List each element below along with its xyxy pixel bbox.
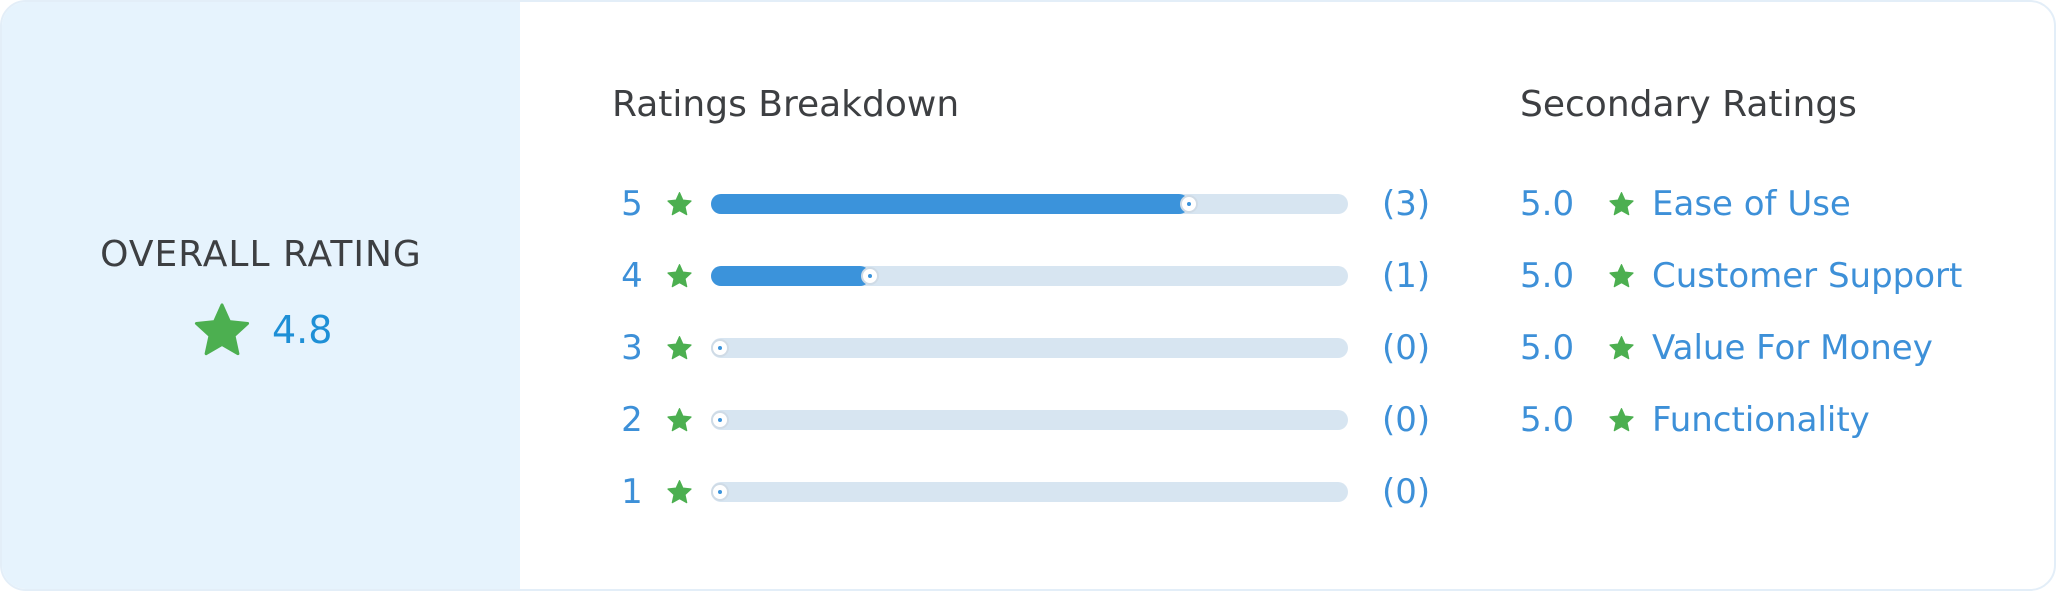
star-icon bbox=[667, 480, 692, 504]
star-icon bbox=[667, 408, 692, 432]
rating-count: (0) bbox=[1382, 472, 1431, 512]
star-icon bbox=[1609, 264, 1634, 288]
rating-count: (0) bbox=[1382, 400, 1431, 440]
secondary-rating-label: Ease of Use bbox=[1652, 184, 1851, 224]
overall-rating-title: OVERALL RATING bbox=[100, 234, 422, 275]
rating-bar-handle bbox=[711, 483, 729, 501]
star-level-label: 4 bbox=[621, 256, 643, 296]
star-icon bbox=[667, 264, 692, 288]
secondary-rating-label: Value For Money bbox=[1652, 328, 1933, 368]
rating-bar-handle bbox=[1180, 195, 1198, 213]
rating-bar-handle bbox=[711, 339, 729, 357]
star-icon bbox=[1609, 192, 1634, 216]
rating-bar-track bbox=[711, 410, 1348, 430]
rating-bar-track bbox=[711, 266, 1348, 286]
star-level-label: 3 bbox=[621, 328, 643, 368]
rating-count: (0) bbox=[1382, 328, 1431, 368]
secondary-rating-score: 5.0 bbox=[1520, 256, 1575, 296]
star-icon bbox=[667, 336, 692, 360]
rating-bar-track bbox=[711, 482, 1348, 502]
star-level-label: 5 bbox=[621, 184, 643, 224]
star-icon bbox=[667, 192, 692, 216]
secondary-rating-label: Functionality bbox=[1652, 400, 1870, 440]
rating-bar-handle bbox=[861, 267, 879, 285]
secondary-rating-label: Customer Support bbox=[1652, 256, 1963, 296]
star-level-label: 2 bbox=[621, 400, 643, 440]
star-icon bbox=[1609, 336, 1634, 360]
star-icon bbox=[1609, 408, 1634, 432]
secondary-rating-score: 5.0 bbox=[1520, 400, 1575, 440]
star-icon bbox=[194, 303, 250, 356]
overall-rating-value: 4.8 bbox=[272, 308, 333, 352]
overall-rating-panel: OVERALL RATING 4.8 bbox=[2, 2, 520, 589]
secondary-ratings-title: Secondary Ratings bbox=[1520, 84, 1857, 125]
rating-bar-fill bbox=[711, 194, 1189, 214]
secondary-rating-score: 5.0 bbox=[1520, 328, 1575, 368]
star-level-label: 1 bbox=[621, 472, 643, 512]
ratings-breakdown-title: Ratings Breakdown bbox=[612, 84, 960, 125]
rating-bar-track bbox=[711, 338, 1348, 358]
rating-bar-fill bbox=[711, 266, 870, 286]
rating-count: (3) bbox=[1382, 184, 1431, 224]
overall-score: 4.8 bbox=[192, 300, 332, 360]
rating-bar-track bbox=[711, 194, 1348, 214]
rating-bar-handle bbox=[711, 411, 729, 429]
rating-count: (1) bbox=[1382, 256, 1431, 296]
secondary-rating-score: 5.0 bbox=[1520, 184, 1575, 224]
